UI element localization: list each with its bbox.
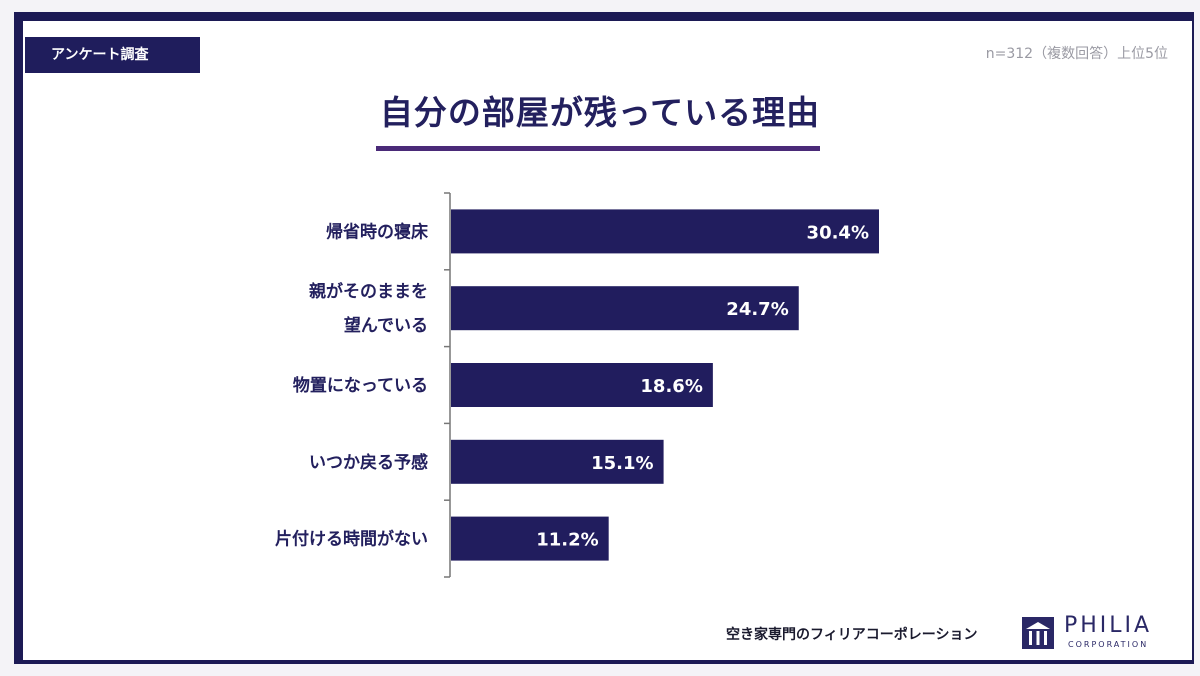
bar-5 <box>451 516 609 561</box>
category-label: 親がそのままを望んでいる <box>309 281 428 336</box>
category-label: いつか戻る予感 <box>309 452 428 473</box>
bar-1 <box>451 209 879 254</box>
philia-logo-icon <box>1022 617 1054 649</box>
bar-value-label: 11.2% <box>536 530 598 551</box>
category-label: 帰省時の寝床 <box>326 221 429 242</box>
bar-value-label: 18.6% <box>640 376 702 397</box>
category-label: 物置になっている <box>293 375 428 396</box>
category-label: 片付ける時間がない <box>275 529 428 550</box>
bar-4 <box>451 439 664 484</box>
bar-value-label: 24.7% <box>726 299 788 320</box>
brand-subtitle: CORPORATION <box>1068 640 1149 649</box>
title-underline <box>376 146 820 151</box>
bar-2 <box>451 286 799 331</box>
bar-value-label: 30.4% <box>807 222 869 243</box>
bar-value-label: 15.1% <box>591 453 653 474</box>
brand-name: PHILIA <box>1064 613 1153 638</box>
chart-title: 自分の部屋が残っている理由 <box>379 93 821 132</box>
sample-size-note: n=312（複数回答）上位5位 <box>985 46 1168 62</box>
footer-company-text: 空き家専門のフィリアコーポレーション <box>726 627 978 643</box>
survey-tag: アンケート調査 <box>25 37 200 73</box>
bar-3 <box>451 363 713 407</box>
